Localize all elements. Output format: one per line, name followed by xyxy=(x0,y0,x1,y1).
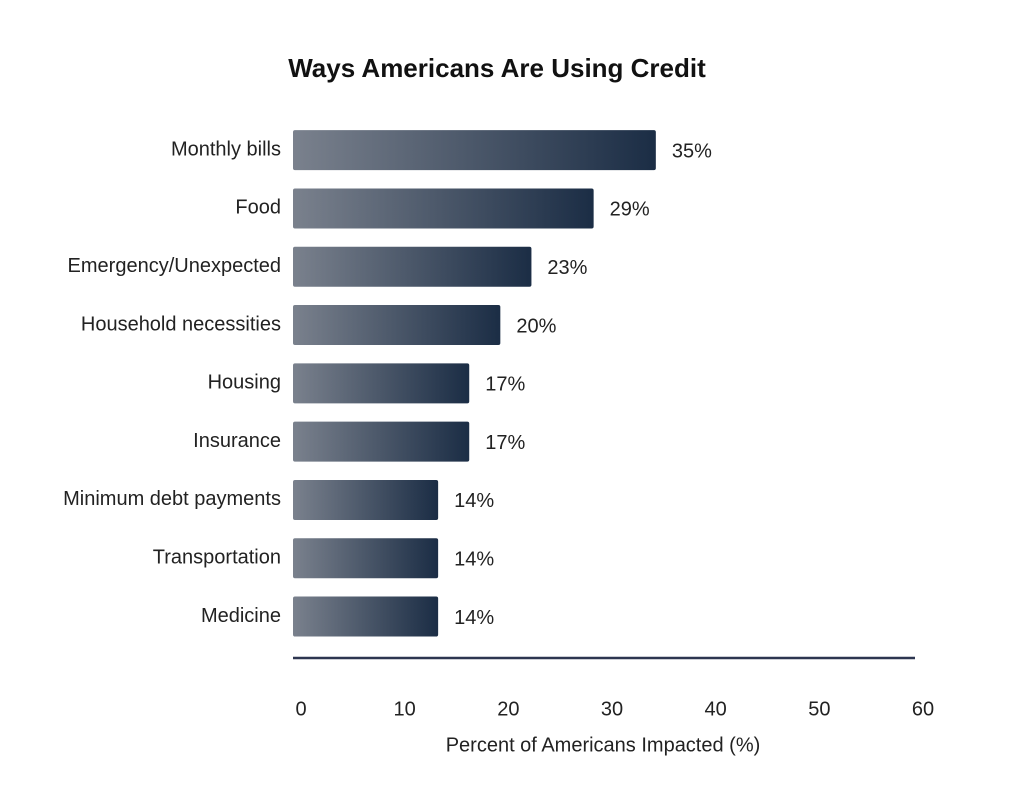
value-label: 14% xyxy=(454,490,494,512)
y-tick-label: Transportation xyxy=(153,547,281,569)
value-label: 29% xyxy=(610,199,650,221)
bar xyxy=(293,188,594,229)
x-tick-label: 20 xyxy=(497,698,519,720)
bar xyxy=(293,596,439,637)
y-tick-label: Monthly bills xyxy=(171,138,281,160)
bar xyxy=(293,538,439,579)
bar xyxy=(293,479,439,520)
value-label: 20% xyxy=(516,315,556,337)
value-label: 23% xyxy=(547,257,587,279)
y-tick-label: Minimum debt payments xyxy=(63,488,281,510)
bar xyxy=(293,421,470,462)
value-label: 17% xyxy=(485,374,525,396)
value-label: 17% xyxy=(485,432,525,454)
x-tick-label: 40 xyxy=(705,698,727,720)
chart-title: Ways Americans Are Using Credit xyxy=(288,53,706,83)
x-axis-label: Percent of Americans Impacted (%) xyxy=(446,734,761,756)
bar xyxy=(293,246,532,287)
bar xyxy=(293,130,656,171)
x-tick-label: 50 xyxy=(808,698,830,720)
bar xyxy=(293,305,501,346)
y-tick-label: Household necessities xyxy=(81,313,281,335)
x-tick-label: 10 xyxy=(394,698,416,720)
value-label: 14% xyxy=(454,607,494,629)
value-label: 14% xyxy=(454,549,494,571)
y-tick-label: Insurance xyxy=(193,430,281,452)
x-tick-label: 0 xyxy=(295,698,306,720)
y-tick-label: Food xyxy=(235,197,281,219)
x-tick-label: 30 xyxy=(601,698,623,720)
value-label: 35% xyxy=(672,140,712,162)
bar xyxy=(293,363,470,404)
x-tick-label: 60 xyxy=(912,698,934,720)
y-tick-label: Housing xyxy=(208,372,281,394)
y-tick-label: Medicine xyxy=(201,605,281,627)
y-tick-label: Emergency/Unexpected xyxy=(68,255,281,277)
